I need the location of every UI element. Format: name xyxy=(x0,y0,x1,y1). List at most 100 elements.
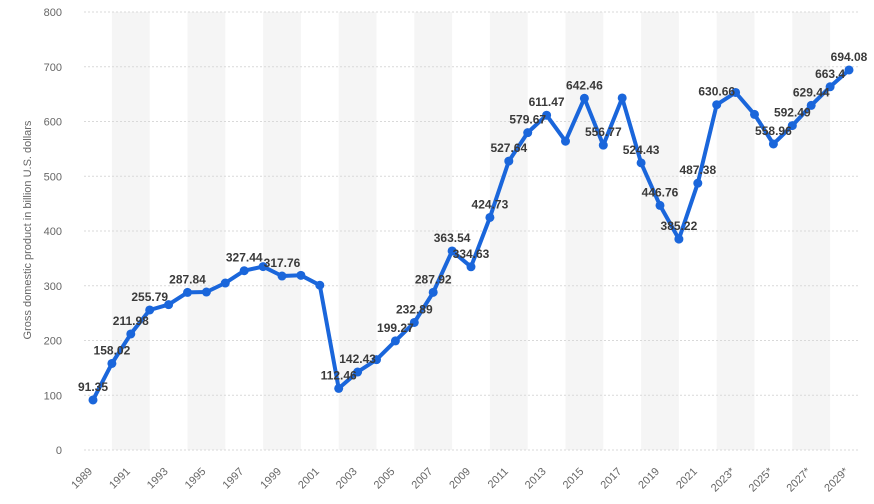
data-label: 363.54 xyxy=(434,231,471,245)
data-point xyxy=(88,395,98,405)
data-point xyxy=(296,270,306,280)
data-label: 91.35 xyxy=(78,380,108,394)
x-tick-label: 1989 xyxy=(69,466,95,492)
data-point xyxy=(504,156,514,166)
data-point xyxy=(183,287,192,297)
data-label: 694.08 xyxy=(831,50,868,64)
gridlines xyxy=(84,11,858,451)
data-point xyxy=(258,262,268,272)
data-point xyxy=(353,367,363,377)
data-label: 592.49 xyxy=(774,106,811,120)
data-point xyxy=(239,266,249,276)
y-tick-label: 400 xyxy=(44,226,62,238)
data-point xyxy=(315,280,325,290)
y-tick-label: 500 xyxy=(44,171,62,183)
data-label: 327.44 xyxy=(226,251,263,265)
y-axis-ticks: 0 100 200 300 400 500 600 700 800 xyxy=(44,7,62,457)
data-points xyxy=(88,65,854,405)
x-tick-label: 2029* xyxy=(822,465,851,494)
data-label: 579.67 xyxy=(509,113,546,127)
data-point xyxy=(712,100,722,110)
y-tick-label: 600 xyxy=(44,117,62,129)
data-label: 255.79 xyxy=(131,290,168,304)
y-axis-title: Gross domestic product in billion U.S. d… xyxy=(22,120,34,339)
data-point xyxy=(542,110,552,120)
x-tick-label: 1995 xyxy=(183,466,209,492)
x-tick-label: 2025* xyxy=(747,465,776,494)
x-axis-ticks: 1989 1991 1993 1995 1997 1999 2001 2003 2005 2007… xyxy=(69,465,851,494)
data-point xyxy=(825,82,835,92)
data-point xyxy=(806,100,816,110)
data-point xyxy=(466,262,476,272)
x-tick-label: 1993 xyxy=(145,466,171,492)
x-tick-label: 2023* xyxy=(709,465,738,494)
data-point xyxy=(750,109,759,119)
data-label: 629.44 xyxy=(793,85,830,99)
data-point xyxy=(409,317,419,327)
x-tick-label: 2013 xyxy=(523,466,549,492)
data-label: 487.38 xyxy=(679,163,716,177)
background-band xyxy=(792,12,831,450)
data-point xyxy=(107,358,117,368)
data-label: 317.76 xyxy=(264,256,301,270)
data-point xyxy=(768,139,778,149)
x-tick-label: 1991 xyxy=(107,466,133,492)
x-tick-label: 1999 xyxy=(258,466,284,492)
data-point xyxy=(731,87,741,97)
data-label: 663.4 xyxy=(815,67,845,81)
data-point xyxy=(372,355,381,365)
data-point xyxy=(617,93,627,103)
data-label: 611.47 xyxy=(529,95,565,109)
data-point xyxy=(334,383,344,393)
data-label: 424.73 xyxy=(472,197,509,211)
data-point xyxy=(579,93,589,103)
y-tick-label: 800 xyxy=(44,7,62,19)
data-point xyxy=(693,178,703,188)
data-label: 142.43 xyxy=(339,352,376,366)
y-tick-label: 200 xyxy=(44,336,62,348)
data-label: 630.66 xyxy=(698,85,735,99)
background-band xyxy=(111,12,150,450)
data-label: 287.84 xyxy=(169,272,206,286)
x-tick-label: 2021 xyxy=(674,466,700,492)
x-tick-label: 2003 xyxy=(334,466,360,492)
x-tick-label: 2015 xyxy=(561,466,587,492)
data-label: 385.22 xyxy=(661,219,698,233)
data-label: 112.46 xyxy=(321,368,357,382)
x-tick-label: 2019 xyxy=(636,466,662,492)
x-tick-label: 2027* xyxy=(784,465,813,494)
data-label: 558.96 xyxy=(755,124,792,138)
data-point xyxy=(523,128,533,138)
y-tick-label: 700 xyxy=(44,62,62,74)
data-label: 158.02 xyxy=(94,343,131,357)
x-tick-label: 2017 xyxy=(599,466,625,492)
data-point xyxy=(561,136,570,146)
data-point xyxy=(636,158,646,168)
data-point xyxy=(428,287,438,297)
data-label: 446.76 xyxy=(642,185,679,199)
data-point xyxy=(655,200,665,210)
data-label: 199.27 xyxy=(377,321,414,335)
x-tick-label: 2009 xyxy=(447,466,473,492)
data-point xyxy=(447,246,457,256)
x-tick-label: 2001 xyxy=(296,466,322,492)
data-point xyxy=(145,305,155,315)
x-tick-label: 2005 xyxy=(372,466,398,492)
data-label: 556.77 xyxy=(585,125,622,139)
data-label: 211.98 xyxy=(113,314,149,328)
alternating-bands xyxy=(111,12,831,450)
data-point xyxy=(787,121,797,131)
data-label: 334.63 xyxy=(453,247,490,261)
y-tick-label: 0 xyxy=(56,445,62,457)
y-tick-label: 300 xyxy=(44,281,62,293)
data-point xyxy=(674,234,684,244)
data-label: 287.92 xyxy=(415,272,452,286)
data-point xyxy=(485,212,495,222)
data-point xyxy=(126,329,136,339)
data-point xyxy=(220,278,230,288)
data-point xyxy=(277,271,287,281)
data-point xyxy=(164,300,174,310)
data-point xyxy=(598,140,608,150)
